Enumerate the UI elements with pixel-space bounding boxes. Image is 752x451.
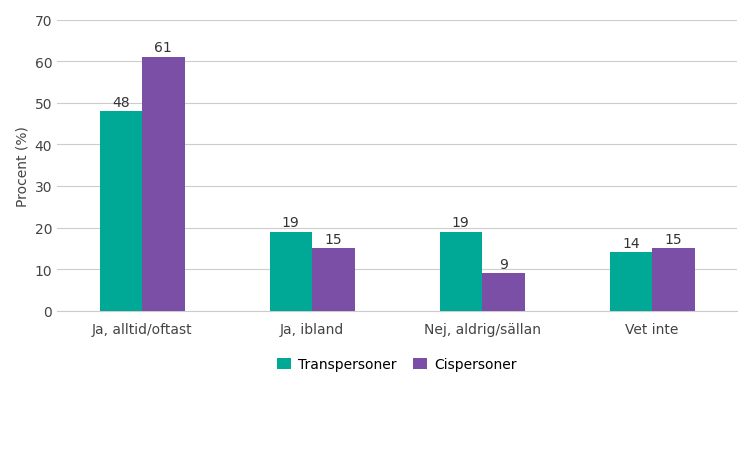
Bar: [439, 232, 482, 311]
Text: 48: 48: [112, 95, 129, 109]
Text: 15: 15: [324, 232, 342, 246]
Legend: Transpersoner, Cispersoner: Transpersoner, Cispersoner: [271, 352, 522, 377]
Text: 19: 19: [282, 216, 299, 230]
Text: 9: 9: [499, 257, 508, 271]
Bar: [99, 112, 142, 311]
Bar: [312, 249, 354, 311]
Y-axis label: Procent (%): Procent (%): [15, 125, 29, 206]
Text: 19: 19: [452, 216, 470, 230]
Bar: [269, 232, 312, 311]
Bar: [142, 58, 184, 311]
Bar: [482, 274, 524, 311]
Bar: [610, 253, 652, 311]
Text: 14: 14: [622, 236, 639, 250]
Bar: [652, 249, 695, 311]
Text: 61: 61: [154, 41, 172, 55]
Text: 15: 15: [665, 232, 682, 246]
